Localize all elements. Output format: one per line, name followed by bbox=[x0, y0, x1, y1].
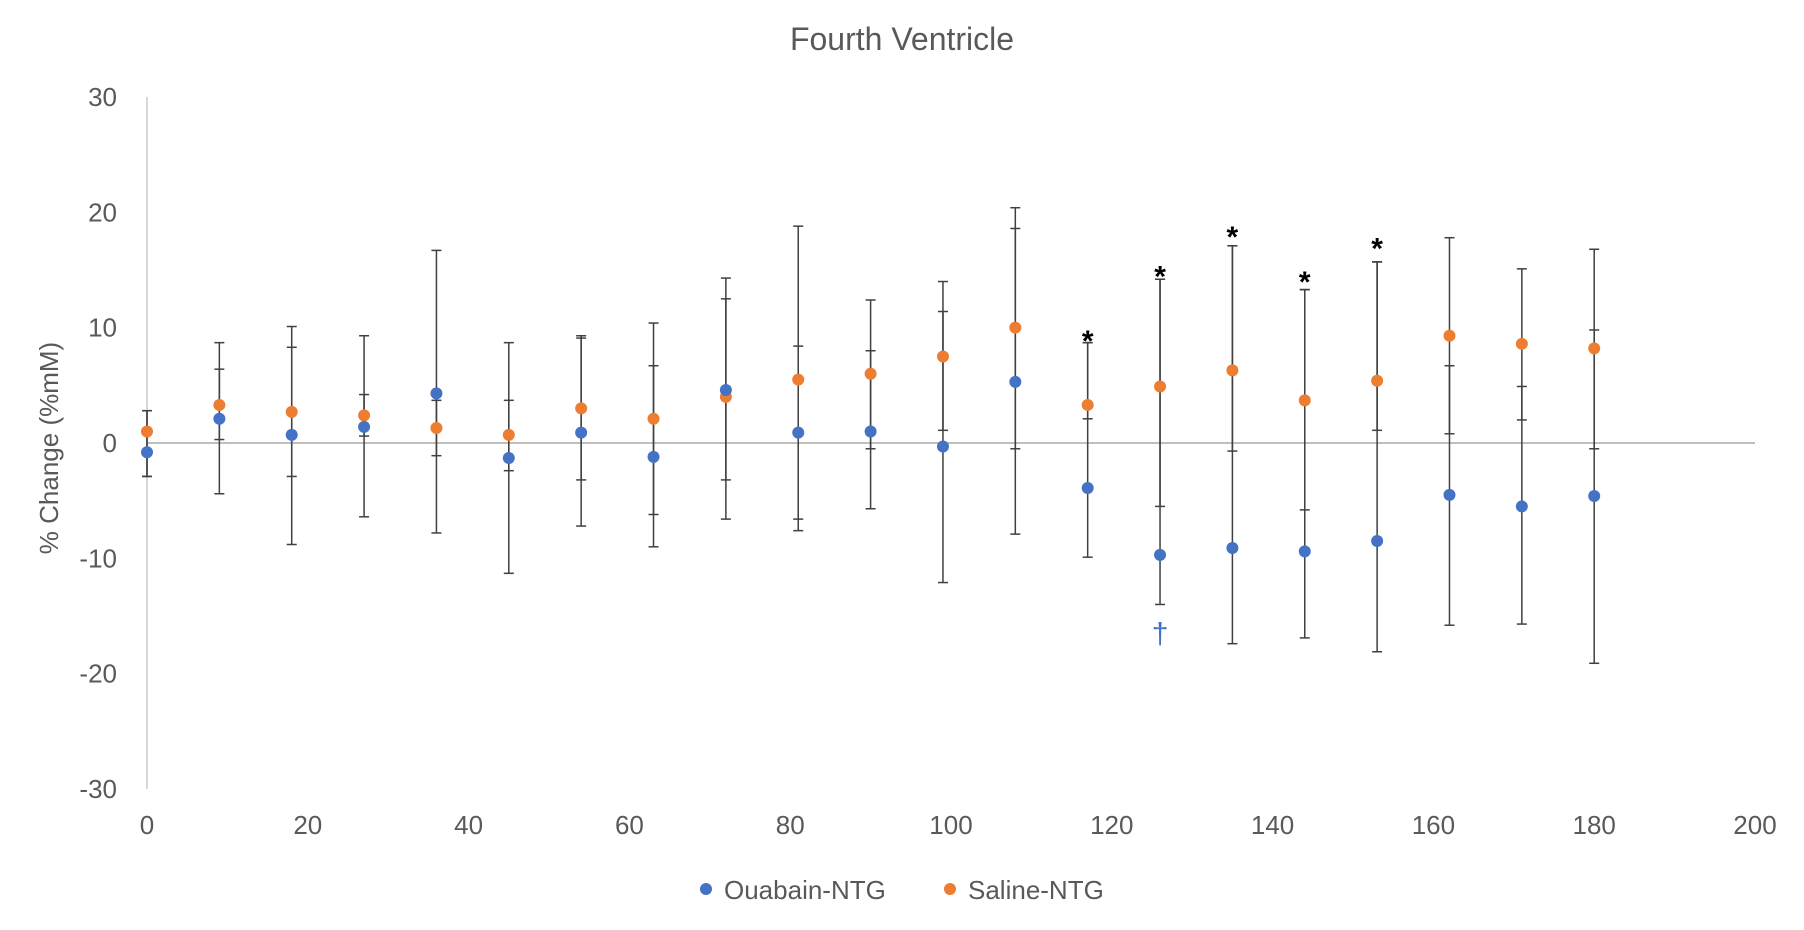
legend: Ouabain-NTG Saline-NTG bbox=[700, 875, 1104, 905]
x-tick-label: 200 bbox=[1733, 810, 1776, 840]
y-tick-label: -10 bbox=[79, 543, 117, 573]
saline-ntg-point bbox=[502, 428, 515, 441]
ouabain-ntg-point bbox=[575, 426, 588, 439]
ouabain-ntg-point bbox=[502, 451, 515, 464]
ouabain-ntg-point bbox=[1298, 545, 1311, 558]
y-tick-label: 0 bbox=[103, 428, 117, 458]
x-tick-label: 120 bbox=[1090, 810, 1133, 840]
x-tick-label: 140 bbox=[1251, 810, 1294, 840]
ouabain-ntg-point bbox=[1009, 375, 1022, 388]
x-tick-label: 160 bbox=[1412, 810, 1455, 840]
ouabain-ntg-point bbox=[1226, 541, 1239, 554]
asterisk-annotation: * bbox=[1227, 221, 1239, 254]
x-tick-label: 40 bbox=[454, 810, 483, 840]
x-tick-labels: 0 20 40 60 80 100 120 140 160 180 200 bbox=[140, 810, 1777, 840]
saline-ntg-point bbox=[1371, 374, 1384, 387]
y-tick-labels: 30 20 10 0 -10 -20 -30 bbox=[79, 82, 117, 804]
y-tick-label: -20 bbox=[79, 659, 117, 689]
y-axis-label: % Change (%mM) bbox=[34, 342, 64, 554]
data-points bbox=[141, 321, 1601, 561]
x-tick-label: 80 bbox=[776, 810, 805, 840]
significance-annotations: * * * * * † bbox=[1082, 221, 1383, 650]
saline-ntg-point bbox=[1515, 337, 1528, 350]
saline-ntg-point bbox=[1588, 342, 1601, 355]
asterisk-annotation: * bbox=[1371, 233, 1383, 266]
ouabain-ntg-point bbox=[213, 412, 226, 425]
saline-ntg-point bbox=[285, 405, 298, 418]
ouabain-ntg-point bbox=[1515, 500, 1528, 513]
saline-ntg-point bbox=[647, 412, 660, 425]
saline-ntg-point bbox=[864, 367, 877, 380]
saline-ntg-point bbox=[141, 425, 153, 438]
ouabain-ntg-point bbox=[358, 420, 371, 433]
saline-ntg-point bbox=[1081, 398, 1094, 411]
legend-marker-saline-ntg bbox=[944, 883, 956, 895]
x-tick-label: 180 bbox=[1573, 810, 1616, 840]
dagger-annotation: † bbox=[1152, 617, 1169, 650]
saline-ntg-point bbox=[936, 350, 949, 363]
ouabain-ntg-point bbox=[1154, 548, 1167, 561]
y-tick-label: -30 bbox=[79, 774, 117, 804]
ouabain-ntg-point bbox=[285, 428, 298, 441]
saline-ntg-point bbox=[1154, 380, 1167, 393]
ouabain-ntg-point bbox=[1081, 481, 1094, 494]
ouabain-ntg-point bbox=[647, 450, 660, 463]
x-tick-label: 100 bbox=[929, 810, 972, 840]
legend-label-ouabain-ntg: Ouabain-NTG bbox=[724, 875, 886, 905]
x-tick-label: 20 bbox=[293, 810, 322, 840]
ouabain-ntg-point bbox=[1443, 488, 1456, 501]
ouabain-ntg-point bbox=[864, 425, 877, 438]
x-tick-label: 60 bbox=[615, 810, 644, 840]
saline-ntg-point bbox=[575, 402, 588, 415]
legend-marker-ouabain-ntg bbox=[700, 883, 712, 895]
ouabain-ntg-point bbox=[719, 383, 732, 396]
ouabain-ntg-point bbox=[792, 426, 805, 439]
ouabain-ntg-point bbox=[936, 440, 949, 453]
legend-label-saline-ntg: Saline-NTG bbox=[968, 875, 1104, 905]
saline-ntg-point bbox=[213, 398, 226, 411]
y-tick-label: 10 bbox=[88, 313, 117, 343]
asterisk-annotation: * bbox=[1154, 260, 1166, 293]
saline-ntg-point bbox=[1443, 329, 1456, 342]
saline-ntg-point bbox=[1298, 394, 1311, 407]
y-tick-label: 30 bbox=[88, 82, 117, 112]
saline-ntg-point bbox=[358, 409, 371, 422]
saline-ntg-point bbox=[430, 422, 443, 435]
saline-ntg-point bbox=[792, 373, 805, 386]
saline-ntg-point bbox=[1009, 321, 1022, 334]
saline-ntg-point bbox=[1226, 364, 1239, 377]
ouabain-ntg-point bbox=[141, 446, 153, 459]
ouabain-ntg-point bbox=[430, 387, 443, 400]
ouabain-ntg-point bbox=[1371, 535, 1384, 548]
ouabain-ntg-point bbox=[1588, 490, 1601, 503]
chart-title: Fourth Ventricle bbox=[790, 21, 1014, 57]
asterisk-annotation: * bbox=[1299, 266, 1311, 299]
y-tick-label: 20 bbox=[88, 197, 117, 227]
asterisk-annotation: * bbox=[1082, 325, 1094, 358]
x-tick-label: 0 bbox=[140, 810, 154, 840]
